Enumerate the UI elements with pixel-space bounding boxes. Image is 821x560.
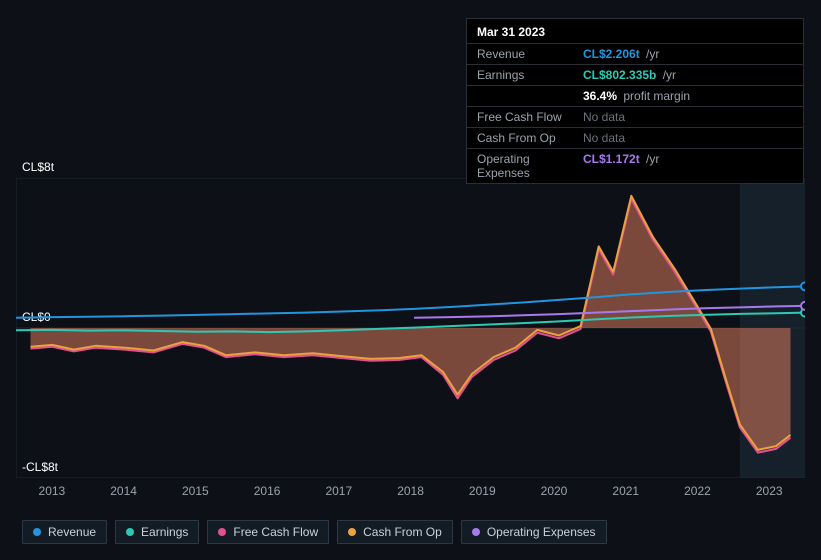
x-axis-labels: 2013201420152016201720182019202020212022… xyxy=(16,484,805,498)
x-axis-year: 2017 xyxy=(303,484,375,498)
legend-item-freecashflow[interactable]: Free Cash Flow xyxy=(207,520,329,544)
legend-dot-icon xyxy=(33,528,41,536)
tooltip-rows: RevenueCL$2.206t /yrEarningsCL$802.335b … xyxy=(467,43,803,183)
x-axis-year: 2023 xyxy=(733,484,805,498)
y-label-top: CL$8t xyxy=(22,160,54,174)
legend-item-opex[interactable]: Operating Expenses xyxy=(461,520,607,544)
tooltip-row-label xyxy=(467,86,583,106)
legend-item-label: Operating Expenses xyxy=(487,525,596,539)
tooltip-row-value: CL$1.172t /yr xyxy=(583,149,803,183)
x-axis-year: 2013 xyxy=(16,484,88,498)
legend-item-cashfromop[interactable]: Cash From Op xyxy=(337,520,453,544)
legend-dot-icon xyxy=(218,528,226,536)
tooltip-row-label: Cash From Op xyxy=(467,128,583,148)
x-axis-year: 2018 xyxy=(375,484,447,498)
tooltip-row-label: Revenue xyxy=(467,44,583,64)
x-axis-year: 2019 xyxy=(446,484,518,498)
tooltip-row: Cash From OpNo data xyxy=(467,127,803,148)
tooltip-row-value: No data xyxy=(583,128,803,148)
tooltip-row-label: Earnings xyxy=(467,65,583,85)
x-axis-year: 2014 xyxy=(88,484,160,498)
chart-container: { "layout": { "width": 821, "height": 56… xyxy=(0,0,821,560)
x-axis-year: 2020 xyxy=(518,484,590,498)
legend-item-label: Earnings xyxy=(141,525,188,539)
tooltip-row-label: Free Cash Flow xyxy=(467,107,583,127)
x-axis-year: 2015 xyxy=(159,484,231,498)
legend-dot-icon xyxy=(472,528,480,536)
legend-item-earnings[interactable]: Earnings xyxy=(115,520,199,544)
tooltip-row-value: No data xyxy=(583,107,803,127)
x-axis-year: 2021 xyxy=(590,484,662,498)
legend-item-label: Revenue xyxy=(48,525,96,539)
legend: Revenue Earnings Free Cash Flow Cash From O… xyxy=(22,520,607,544)
chart-svg[interactable] xyxy=(16,178,805,478)
tooltip-row: RevenueCL$2.206t /yr xyxy=(467,43,803,64)
x-axis-year: 2022 xyxy=(662,484,734,498)
legend-item-label: Cash From Op xyxy=(363,525,442,539)
legend-item-revenue[interactable]: Revenue xyxy=(22,520,107,544)
tooltip-row-value: 36.4% profit margin xyxy=(583,86,803,106)
legend-item-label: Free Cash Flow xyxy=(233,525,318,539)
tooltip-row: Operating ExpensesCL$1.172t /yr xyxy=(467,148,803,183)
tooltip-date: Mar 31 2023 xyxy=(467,19,803,43)
x-axis-year: 2016 xyxy=(231,484,303,498)
legend-dot-icon xyxy=(348,528,356,536)
tooltip-panel: Mar 31 2023 RevenueCL$2.206t /yrEarnings… xyxy=(466,18,804,184)
legend-dot-icon xyxy=(126,528,134,536)
tooltip-row: EarningsCL$802.335b /yr xyxy=(467,64,803,85)
tooltip-row-value: CL$802.335b /yr xyxy=(583,65,803,85)
tooltip-row-value: CL$2.206t /yr xyxy=(583,44,803,64)
tooltip-row-label: Operating Expenses xyxy=(467,149,583,183)
tooltip-row: 36.4% profit margin xyxy=(467,85,803,106)
tooltip-row: Free Cash FlowNo data xyxy=(467,106,803,127)
